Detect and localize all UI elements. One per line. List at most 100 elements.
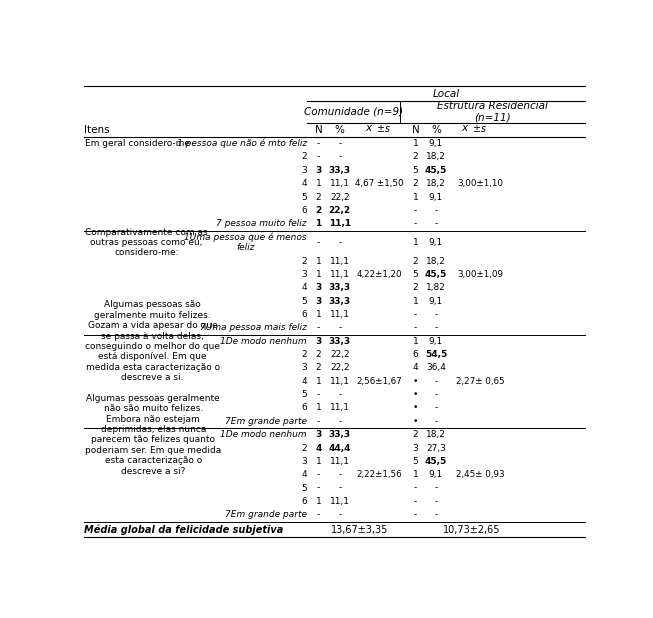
Text: 1: 1 — [413, 238, 419, 247]
Text: 2: 2 — [413, 256, 419, 266]
Text: 7Em grande parte: 7Em grande parte — [225, 510, 307, 519]
Text: -: - — [414, 206, 417, 215]
Text: 6: 6 — [301, 497, 307, 506]
Text: 36,4: 36,4 — [426, 363, 446, 373]
Text: 4,67 ±1,50: 4,67 ±1,50 — [355, 179, 404, 188]
Text: 2: 2 — [315, 350, 321, 359]
Text: 11,1: 11,1 — [330, 457, 350, 466]
Text: 5: 5 — [413, 270, 419, 279]
Text: 11,1: 11,1 — [330, 256, 350, 266]
Text: Algumas pessoas geralmente
não são muito felizes.
Embora não estejam
deprimidas,: Algumas pessoas geralmente não são muito… — [85, 394, 221, 476]
Text: -: - — [434, 219, 438, 228]
Text: 4: 4 — [301, 377, 307, 386]
Text: -: - — [434, 417, 438, 426]
Text: 22,2: 22,2 — [330, 193, 349, 201]
Text: 1De modo nenhum: 1De modo nenhum — [220, 430, 307, 439]
Text: -: - — [317, 510, 320, 519]
Text: Comunidade (n=9): Comunidade (n=9) — [304, 107, 403, 117]
Text: -: - — [434, 510, 438, 519]
Text: 2: 2 — [315, 206, 321, 215]
Text: Média global da felicidade subjetiva: Média global da felicidade subjetiva — [84, 524, 283, 535]
Text: 2,22±1,56: 2,22±1,56 — [357, 470, 402, 479]
Text: 7Uma pessoa mais feliz: 7Uma pessoa mais feliz — [200, 323, 307, 332]
Text: 9,1: 9,1 — [429, 238, 443, 247]
Text: 4: 4 — [301, 179, 307, 188]
Text: 1: 1 — [315, 179, 321, 188]
Text: 7 pessoa muito feliz: 7 pessoa muito feliz — [216, 219, 307, 228]
Text: -: - — [434, 390, 438, 399]
Text: 2: 2 — [301, 153, 307, 161]
Text: Estrutura Residencial
(n=11): Estrutura Residencial (n=11) — [438, 101, 549, 123]
Text: 2: 2 — [413, 283, 419, 292]
Text: 3,00±1,09: 3,00±1,09 — [457, 270, 503, 279]
Text: 3: 3 — [315, 337, 321, 345]
Text: 33,3: 33,3 — [328, 166, 351, 175]
Text: 45,5: 45,5 — [424, 457, 447, 466]
Text: 2,56±1,67: 2,56±1,67 — [357, 377, 402, 386]
Text: Itens: Itens — [84, 125, 110, 135]
Text: 6: 6 — [413, 350, 419, 359]
Text: 1Uma pessoa que é menos
feliz: 1Uma pessoa que é menos feliz — [184, 232, 307, 252]
Text: 18,2: 18,2 — [426, 256, 446, 266]
Text: 5: 5 — [301, 390, 307, 399]
Text: -: - — [414, 219, 417, 228]
Text: Algumas pessoas são
geralmente muito felizes.
Gozam a vida apesar do que
se pass: Algumas pessoas são geralmente muito fel… — [85, 300, 220, 382]
Text: -: - — [317, 470, 320, 479]
Text: 11,1: 11,1 — [330, 179, 350, 188]
Text: 11,1: 11,1 — [330, 404, 350, 412]
Text: 1: 1 — [315, 219, 321, 228]
Text: -: - — [434, 206, 438, 215]
Text: 1: 1 — [413, 297, 419, 306]
Text: 1: 1 — [413, 337, 419, 345]
Text: 5: 5 — [301, 193, 307, 201]
Text: 6: 6 — [301, 404, 307, 412]
Text: -: - — [414, 323, 417, 332]
Text: 10,73±2,65: 10,73±2,65 — [443, 525, 500, 535]
Text: 3: 3 — [315, 166, 321, 175]
Text: 3: 3 — [315, 430, 321, 439]
Text: 11,1: 11,1 — [330, 497, 350, 506]
Text: -: - — [317, 153, 320, 161]
Text: 5: 5 — [413, 457, 419, 466]
Text: -: - — [338, 323, 342, 332]
Text: $\pm s$: $\pm s$ — [375, 124, 390, 134]
Text: 33,3: 33,3 — [328, 430, 351, 439]
Text: 2: 2 — [413, 153, 419, 161]
Text: -: - — [414, 510, 417, 519]
Text: -: - — [338, 484, 342, 493]
Text: 1: 1 — [315, 377, 321, 386]
Text: $\overline{x}$: $\overline{x}$ — [461, 122, 470, 134]
Text: 1: 1 — [315, 404, 321, 412]
Text: -: - — [317, 390, 320, 399]
Text: 2: 2 — [413, 430, 419, 439]
Text: Local: Local — [432, 88, 460, 99]
Text: 7Em grande parte: 7Em grande parte — [225, 417, 307, 426]
Text: •: • — [413, 377, 419, 386]
Text: 33,3: 33,3 — [328, 297, 351, 306]
Text: $\pm s$: $\pm s$ — [472, 124, 487, 134]
Text: -: - — [317, 323, 320, 332]
Text: 5: 5 — [301, 297, 307, 306]
Text: 44,4: 44,4 — [328, 444, 351, 452]
Text: 3,00±1,10: 3,00±1,10 — [457, 179, 503, 188]
Text: 1 pessoa que não é mto feliz: 1 pessoa que não é mto feliz — [177, 139, 307, 148]
Text: -: - — [338, 139, 342, 148]
Text: 2: 2 — [315, 363, 321, 373]
Text: 2: 2 — [315, 193, 321, 201]
Text: Comparativamente com as
outras pessoas como eu,
considero-me:: Comparativamente com as outras pessoas c… — [85, 227, 208, 257]
Text: 3: 3 — [301, 270, 307, 279]
Text: •: • — [413, 404, 419, 412]
Text: 11,1: 11,1 — [330, 377, 350, 386]
Text: 11,1: 11,1 — [330, 310, 350, 319]
Text: 5: 5 — [301, 484, 307, 493]
Text: 18,2: 18,2 — [426, 153, 446, 161]
Text: 3: 3 — [315, 283, 321, 292]
Text: 4: 4 — [315, 444, 322, 452]
Text: -: - — [338, 238, 342, 247]
Text: •: • — [413, 417, 419, 426]
Text: Em geral considero-me: Em geral considero-me — [85, 139, 190, 148]
Text: -: - — [434, 377, 438, 386]
Text: -: - — [434, 497, 438, 506]
Text: -: - — [338, 417, 342, 426]
Text: 33,3: 33,3 — [328, 337, 351, 345]
